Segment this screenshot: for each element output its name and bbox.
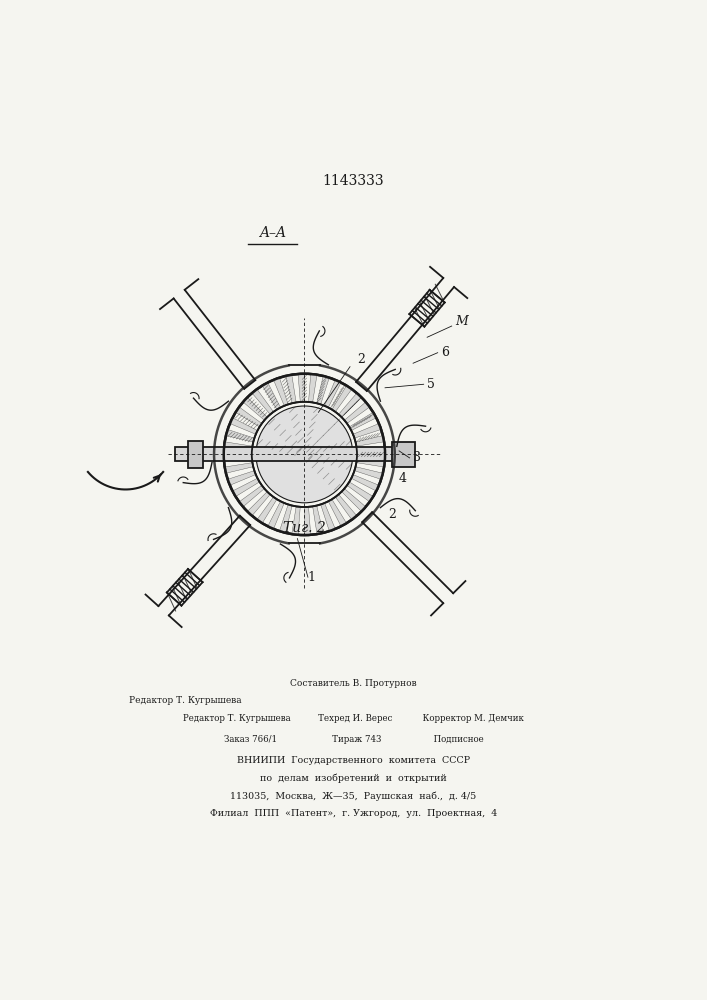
Wedge shape — [325, 380, 341, 408]
Text: 3: 3 — [413, 451, 421, 464]
Wedge shape — [225, 463, 253, 473]
Text: M: M — [455, 315, 468, 328]
Text: Заказ 766/1                    Тираж 743                   Подписное: Заказ 766/1 Тираж 743 Подписное — [223, 735, 484, 744]
Wedge shape — [317, 376, 329, 404]
Wedge shape — [247, 492, 270, 516]
Wedge shape — [335, 494, 357, 520]
Wedge shape — [239, 485, 264, 507]
Text: Τиг. 2: Τиг. 2 — [283, 521, 326, 535]
Wedge shape — [235, 407, 262, 427]
Text: 1: 1 — [308, 571, 316, 584]
Wedge shape — [228, 471, 256, 485]
Wedge shape — [252, 389, 274, 414]
Circle shape — [256, 406, 353, 503]
Wedge shape — [298, 374, 305, 402]
Wedge shape — [347, 482, 373, 502]
Wedge shape — [353, 424, 381, 438]
Wedge shape — [226, 429, 255, 442]
Text: 113035,  Москва,  Ж—35,  Раушская  наб.,  д. 4/5: 113035, Москва, Ж—35, Раушская наб., д. … — [230, 791, 477, 801]
Wedge shape — [243, 397, 267, 420]
Text: A–A: A–A — [259, 226, 286, 240]
Wedge shape — [262, 383, 281, 410]
Wedge shape — [321, 503, 335, 531]
Text: Редактор Т. Кугрышева          Техред И. Верес           Корректор М. Демчик: Редактор Т. Кугрышева Техред И. Верес Ко… — [183, 714, 524, 723]
Wedge shape — [354, 467, 382, 479]
Wedge shape — [305, 507, 311, 535]
Bar — [175, 447, 406, 461]
Wedge shape — [233, 478, 259, 497]
Wedge shape — [292, 506, 300, 535]
Wedge shape — [351, 475, 379, 491]
Wedge shape — [257, 497, 277, 523]
Text: Составитель В. Протурнов: Составитель В. Протурнов — [290, 679, 417, 688]
Wedge shape — [308, 374, 317, 402]
Wedge shape — [344, 402, 370, 423]
Wedge shape — [279, 504, 292, 533]
Wedge shape — [349, 412, 376, 431]
Wedge shape — [312, 506, 323, 534]
Bar — [392, 442, 414, 467]
Wedge shape — [286, 375, 296, 403]
Wedge shape — [224, 442, 252, 450]
Bar — [188, 441, 204, 468]
Wedge shape — [332, 386, 352, 412]
Wedge shape — [223, 454, 252, 461]
Wedge shape — [357, 448, 385, 454]
Text: 2: 2 — [357, 353, 365, 366]
Wedge shape — [328, 499, 346, 526]
Text: 5: 5 — [427, 378, 435, 391]
Text: ВНИИПИ  Государственного  комитета  СССР: ВНИИПИ Государственного комитета СССР — [237, 756, 470, 765]
Wedge shape — [339, 393, 361, 417]
Text: по  делам  изобретений  и  открытий: по делам изобретений и открытий — [260, 774, 447, 783]
Wedge shape — [356, 436, 384, 446]
Text: 6: 6 — [441, 346, 449, 359]
Wedge shape — [274, 378, 288, 406]
Wedge shape — [268, 501, 284, 529]
Text: Филиал  ППП  «Патент»,  г. Ужгород,  ул.  Проектная,  4: Филиал ППП «Патент», г. Ужгород, ул. Про… — [210, 809, 497, 818]
Text: 2: 2 — [389, 508, 397, 521]
Text: 1143333: 1143333 — [322, 174, 385, 188]
Text: 4: 4 — [399, 472, 407, 485]
Wedge shape — [356, 459, 385, 467]
Wedge shape — [230, 418, 257, 434]
Text: Редактор Т. Кугрышева: Редактор Т. Кугрышева — [129, 696, 242, 705]
Wedge shape — [341, 489, 366, 511]
